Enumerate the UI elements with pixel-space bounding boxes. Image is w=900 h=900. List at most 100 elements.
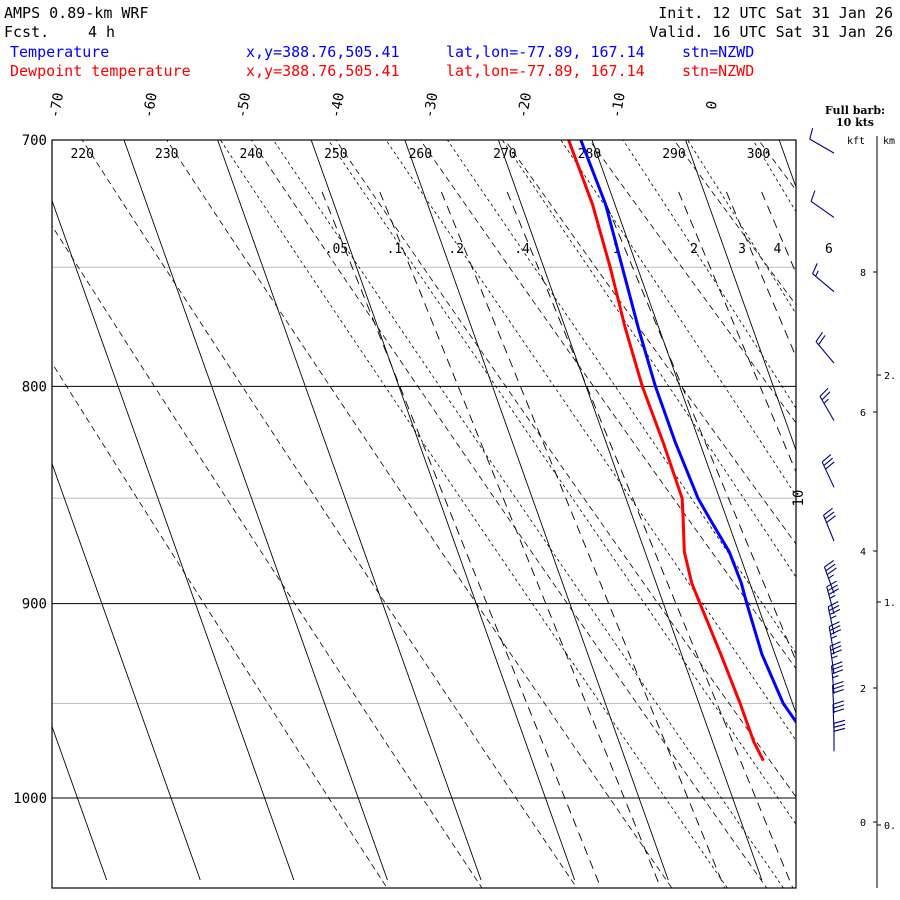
mixing-ratio-label: 3: [738, 242, 746, 257]
mixing-ratio-line: [506, 191, 794, 888]
wind-barb: [821, 454, 835, 488]
isotherm-line: [310, 140, 576, 881]
wind-barb-feather: [833, 723, 846, 728]
init-time: Init. 12 UTC Sat 31 Jan 26: [658, 4, 893, 22]
wind-barb-feather: [831, 661, 843, 667]
mixing-ratio-line: [726, 191, 796, 358]
moist-adiabat-line: [687, 140, 796, 315]
wind-barb-staff: [809, 138, 835, 154]
isotherm-label: -70: [47, 91, 67, 119]
wind-barb-feather: [812, 263, 818, 274]
pressure-tick-label: 900: [22, 597, 47, 613]
legend-dewpoint-xy: x,y=388.76,505.41: [246, 62, 400, 80]
wind-barb-feather: [825, 563, 836, 572]
wind-barb-feather: [831, 665, 843, 671]
isotherm-line: [497, 140, 763, 881]
legend-dewpoint-latlon: lat,lon=-77.89, 167.14: [446, 62, 645, 80]
kft-tick-label: 4: [860, 547, 866, 558]
wind-barb: [823, 507, 836, 542]
wind-barb-half-feather: [823, 398, 829, 404]
wind-barb-staff: [823, 514, 835, 542]
mixing-ratio-label: .1: [387, 242, 403, 257]
moist-adiabat-line: [622, 140, 796, 410]
wind-barb-feather: [827, 601, 839, 608]
wind-barb-feather: [828, 621, 840, 628]
legend-temperature-station: stn=NZWD: [682, 43, 754, 61]
wind-barb-half-feather: [828, 574, 834, 579]
isotherm-label: -60: [141, 91, 161, 119]
wind-barbs: [809, 127, 846, 752]
legend-temperature-latlon: lat,lon=-77.89, 167.14: [446, 43, 645, 61]
wind-barb-feather: [826, 515, 836, 523]
dry-adiabat-line: [802, 87, 900, 888]
dry-adiabat-line: [419, 140, 796, 670]
moist-adiabat-line: [385, 140, 796, 742]
moist-adiabat-line: [752, 140, 796, 213]
isotherm-line: [591, 140, 796, 715]
isotherm-line: [217, 140, 482, 881]
forecast-label: Fcst.: [4, 23, 49, 41]
moist-adiabat-line: [787, 87, 900, 888]
wind-barb-feather: [832, 669, 844, 675]
moist-adiabat-line: [560, 140, 796, 497]
wind-barb: [823, 560, 837, 594]
moist-adiabat-line: [501, 140, 796, 578]
theta-label: 270: [493, 147, 516, 162]
mixing-ratio-line: [441, 191, 725, 888]
dry-adiabat-line: [81, 140, 578, 888]
wind-barb-feather: [832, 684, 844, 690]
isotherm-label: -50: [234, 91, 254, 119]
dry-adiabat-line: [757, 140, 796, 191]
mixing-ratio-label: .05: [325, 242, 348, 257]
wind-barb-feather: [828, 588, 839, 596]
isotherm-line: [52, 725, 108, 881]
wind-barb-feather: [824, 560, 835, 568]
kft-tick-label: 8: [860, 268, 866, 279]
theta-label: 260: [409, 147, 432, 162]
wind-barb-feather: [827, 584, 838, 592]
mixing-ratio-label: 6: [825, 242, 833, 257]
wind-barb-staff: [812, 273, 835, 293]
wind-barb-half-feather: [831, 655, 838, 659]
isotherm-label: 0: [704, 100, 721, 111]
isotherm-label: -20: [515, 91, 535, 119]
kft-tick-label: 2: [860, 684, 866, 695]
mixing-ratio-label: 2: [690, 242, 698, 257]
moist-adiabat-line: [446, 140, 796, 655]
theta-label: 290: [662, 147, 685, 162]
wind-barb-half-feather: [830, 635, 838, 639]
thermo-grid: [52, 87, 900, 888]
wind-barb-feather: [832, 681, 844, 686]
wind-barb-feather: [826, 567, 837, 576]
isotherm-line: [685, 140, 796, 452]
mixing-ratio-line: [761, 191, 796, 275]
isotherm-line: [778, 140, 796, 189]
wind-barb-staff: [819, 396, 835, 421]
theta-label: 300: [747, 147, 770, 162]
wind-barb-feather: [832, 688, 844, 694]
model-title: AMPS 0.89-km WRF: [4, 4, 149, 22]
wind-barb-staff: [826, 586, 835, 614]
moist-adiabat-line: [327, 140, 796, 826]
isotherm-label: -30: [421, 91, 441, 119]
barb-unit-km: km: [883, 136, 895, 147]
dry-adiabat-line: [52, 362, 388, 888]
dry-adiabat-line: [52, 225, 483, 888]
wind-barb-feather: [818, 335, 826, 346]
wind-barb-feather: [821, 391, 831, 401]
isotherm-label: 10: [791, 490, 807, 507]
isotherm-line: [52, 462, 201, 881]
wind-barb-feather: [810, 190, 816, 202]
dry-adiabat-line: [250, 140, 768, 888]
wind-barb-feather: [832, 704, 845, 709]
legend-dewpoint-name: Dewpoint temperature: [10, 62, 191, 80]
wind-barb: [815, 332, 835, 364]
wind-barb-feather: [833, 727, 846, 732]
pressure-tick-label: 1000: [13, 791, 47, 807]
wind-barb-feather: [815, 332, 823, 342]
wind-barb-staff: [815, 341, 835, 364]
theta-label: 240: [240, 147, 263, 162]
wind-barb-feather: [829, 608, 841, 616]
mixing-ratio-line: [600, 191, 796, 662]
